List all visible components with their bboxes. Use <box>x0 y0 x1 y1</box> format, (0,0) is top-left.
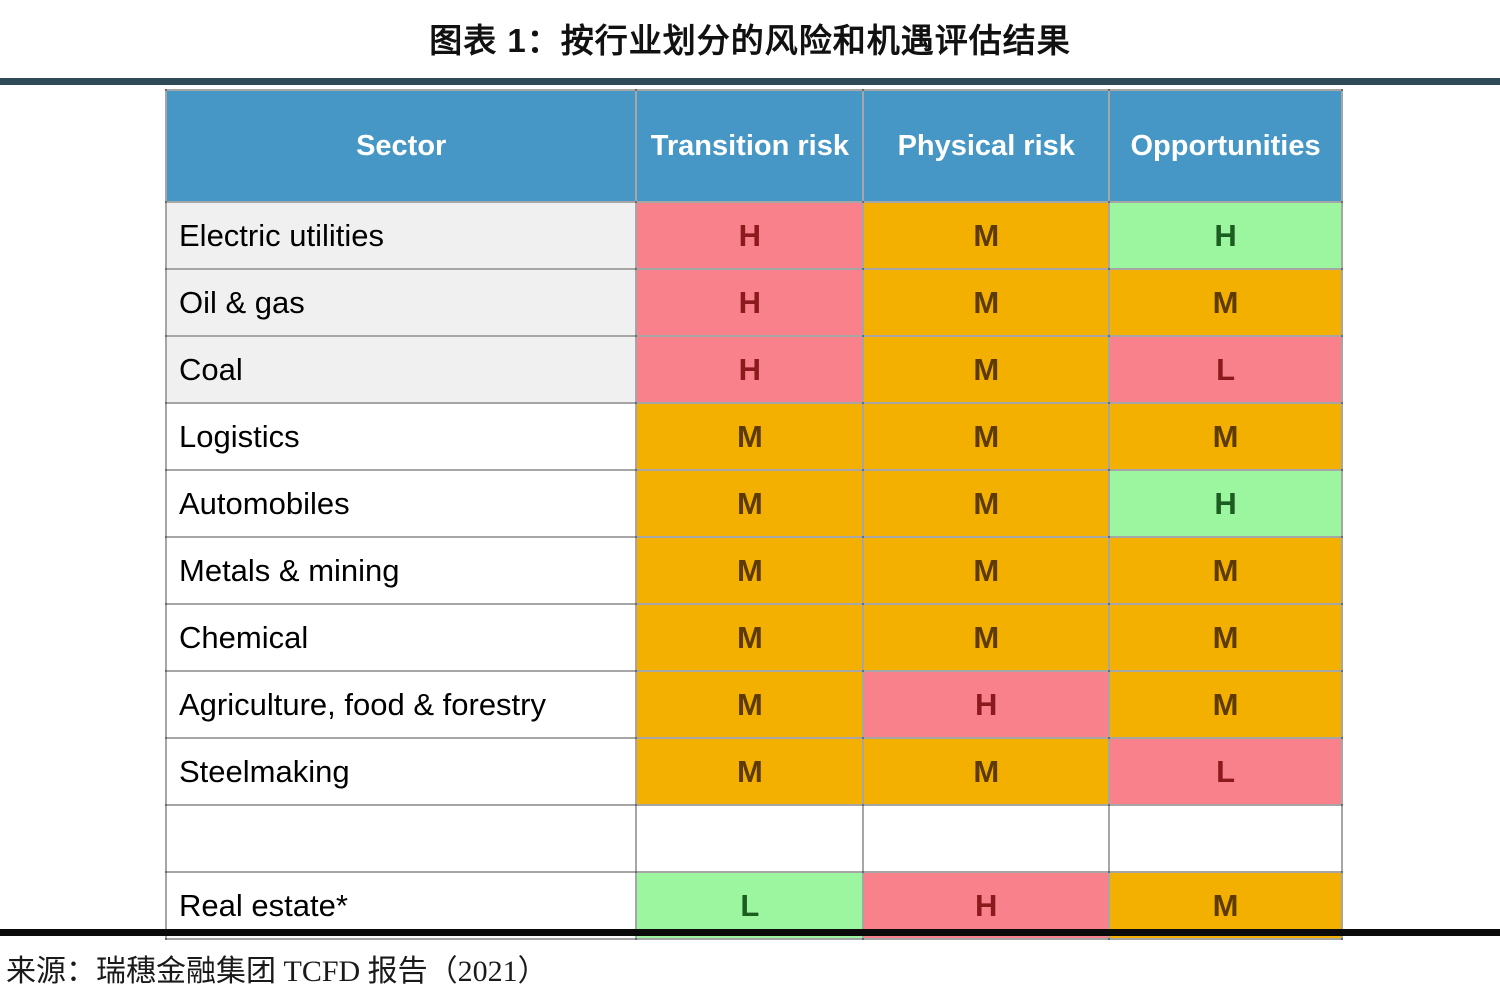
level-cell-orange: M <box>1108 603 1343 672</box>
level-cell-orange: M <box>635 469 865 538</box>
sector-cell: Agriculture, food & forestry <box>164 670 638 739</box>
table-body: Electric utilities H M H Oil & gas H M M Coal H M L… <box>164 201 1343 940</box>
level-cell-red: H <box>862 871 1111 940</box>
level-cell-orange: M <box>862 737 1111 806</box>
table-row: Metals & mining M M M <box>164 536 1343 605</box>
level-cell-orange: M <box>1108 536 1343 605</box>
spacer-cell <box>635 804 865 873</box>
sector-cell: Logistics <box>164 402 638 471</box>
sector-cell: Coal <box>164 335 638 404</box>
table-row: Electric utilities H M H <box>164 201 1343 270</box>
header-row: Sector Transition risk Physical risk Opport… <box>164 89 1343 203</box>
level-cell-orange: M <box>862 201 1111 270</box>
level-cell-orange: M <box>635 737 865 806</box>
level-cell-orange: M <box>1108 402 1343 471</box>
column-header-transition-risk: Transition risk <box>635 89 865 203</box>
level-cell-orange: M <box>1108 670 1343 739</box>
spacer-cell <box>164 804 638 873</box>
table-row: Agriculture, food & forestry M H M <box>164 670 1343 739</box>
level-cell-green: H <box>1108 201 1343 270</box>
level-cell-red: L <box>1108 737 1343 806</box>
assessment-table: Sector Transition risk Physical risk Opport… <box>164 89 1343 940</box>
level-cell-orange: M <box>1108 268 1343 337</box>
title-divider-rule <box>0 78 1500 85</box>
table-row: Coal H M L <box>164 335 1343 404</box>
level-cell-orange: M <box>862 268 1111 337</box>
table-row: Oil & gas H M M <box>164 268 1343 337</box>
level-cell-red: H <box>635 335 865 404</box>
source-divider-rule <box>0 929 1500 936</box>
level-cell-red: H <box>862 670 1111 739</box>
level-cell-green: L <box>635 871 865 940</box>
column-header-physical-risk: Physical risk <box>862 89 1111 203</box>
sector-cell: Metals & mining <box>164 536 638 605</box>
spacer-cell <box>1108 804 1343 873</box>
level-cell-red: L <box>1108 335 1343 404</box>
figure-title: 图表 1：按行业划分的风险和机遇评估结果 <box>429 22 1071 59</box>
table-row: Logistics M M M <box>164 402 1343 471</box>
source-text: 来源：瑞穗金融集团 TCFD 报告（2021） <box>6 955 548 988</box>
level-cell-red: H <box>635 268 865 337</box>
level-cell-orange: M <box>635 603 865 672</box>
spacer-cell <box>862 804 1111 873</box>
level-cell-green: H <box>1108 469 1343 538</box>
level-cell-orange: M <box>862 335 1111 404</box>
level-cell-orange: M <box>635 536 865 605</box>
sector-cell: Real estate* <box>164 871 638 940</box>
sector-cell: Automobiles <box>164 469 638 538</box>
table-row: Real estate* L H M <box>164 871 1343 940</box>
spacer-row <box>164 804 1343 873</box>
sector-cell: Steelmaking <box>164 737 638 806</box>
level-cell-orange: M <box>862 469 1111 538</box>
table-row: Steelmaking M M L <box>164 737 1343 806</box>
table-row: Chemical M M M <box>164 603 1343 672</box>
level-cell-orange: M <box>1108 871 1343 940</box>
column-header-opportunities: Opportunities <box>1108 89 1343 203</box>
column-header-sector: Sector <box>164 89 638 203</box>
table-row: Automobiles M M H <box>164 469 1343 538</box>
level-cell-orange: M <box>862 536 1111 605</box>
sector-cell: Oil & gas <box>164 268 638 337</box>
sector-cell: Electric utilities <box>164 201 638 270</box>
level-cell-red: H <box>635 201 865 270</box>
level-cell-orange: M <box>862 402 1111 471</box>
level-cell-orange: M <box>862 603 1111 672</box>
level-cell-orange: M <box>635 402 865 471</box>
level-cell-orange: M <box>635 670 865 739</box>
sector-cell: Chemical <box>164 603 638 672</box>
assessment-table-container: Sector Transition risk Physical risk Opport… <box>164 89 1343 940</box>
